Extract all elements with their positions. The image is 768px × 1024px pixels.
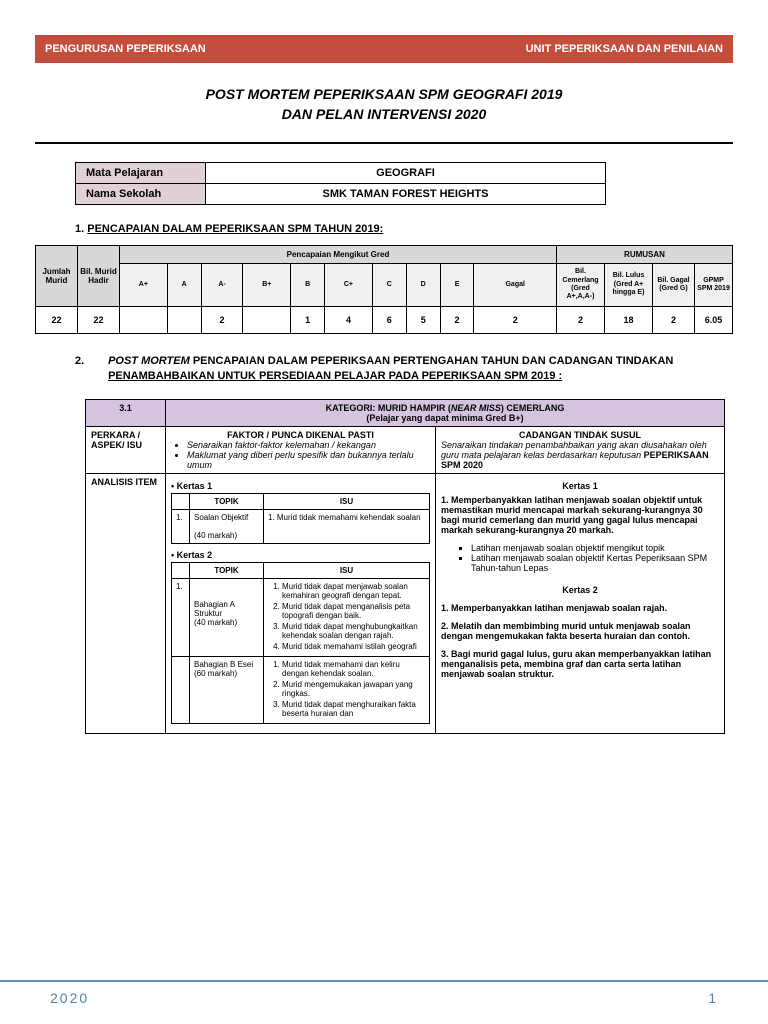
data-row: 22 22 2 1 4 6 5 2 2 2 18 2 6.05 [36, 306, 733, 333]
kertas1-table: TOPIKISU 1. Soalan Objektif(40 markah) 1… [171, 493, 430, 544]
footer-page: 1 [708, 990, 718, 1006]
info-table: Mata Pelajaran GEOGRAFI Nama Sekolah SMK… [75, 162, 606, 205]
subject-value: GEOGRAFI [206, 163, 606, 184]
subject-label: Mata Pelajaran [76, 163, 206, 184]
title-block: POST MORTEM PEPERIKSAAN SPM GEOGRAFI 201… [35, 85, 733, 124]
school-label: Nama Sekolah [76, 184, 206, 205]
school-value: SMK TAMAN FOREST HEIGHTS [206, 184, 606, 205]
analisis-label: ANALISIS ITEM [86, 473, 166, 733]
perkara-label: PERKARA / ASPEK/ ISU [86, 426, 166, 473]
title-divider [35, 142, 733, 144]
cat-num: 3.1 [86, 399, 166, 426]
header-bar: PENGURUSAN PEPERIKSAAN UNIT PEPERIKSAAN … [35, 35, 733, 63]
footer: 2020 1 [0, 980, 768, 1024]
group-pencapaian: Pencapaian Mengikut Gred [120, 246, 557, 264]
col-hadir: Bil. Murid Hadir [78, 246, 120, 307]
cat-title: KATEGORI: MURID HAMPIR (NEAR MISS) CEMER… [166, 399, 725, 426]
header-right: UNIT PEPERIKSAAN DAN PENILAIAN [526, 43, 723, 55]
group-rumusan: RUMUSAN [557, 246, 733, 264]
fade-overlay [0, 904, 768, 984]
header-left: PENGURUSAN PEPERIKSAAN [45, 43, 206, 55]
footer-year: 2020 [50, 990, 89, 1006]
section2-label: 2. POST MORTEM PENCAPAIAN DALAM PEPERIKS… [75, 354, 733, 385]
col-jumlah: Jumlah Murid [36, 246, 78, 307]
category-table: 3.1 KATEGORI: MURID HAMPIR (NEAR MISS) C… [85, 399, 725, 734]
grade-table: Jumlah Murid Bil. Murid Hadir Pencapaian… [35, 245, 733, 334]
title-line1: POST MORTEM PEPERIKSAAN SPM GEOGRAFI 201… [35, 85, 733, 105]
kertas2-table: TOPIKISU 1. Bahagian A Struktur(40 marka… [171, 562, 430, 724]
title-line2: DAN PELAN INTERVENSI 2020 [35, 105, 733, 125]
section1-label: 1. PENCAPAIAN DALAM PEPERIKSAAN SPM TAHU… [75, 223, 733, 235]
